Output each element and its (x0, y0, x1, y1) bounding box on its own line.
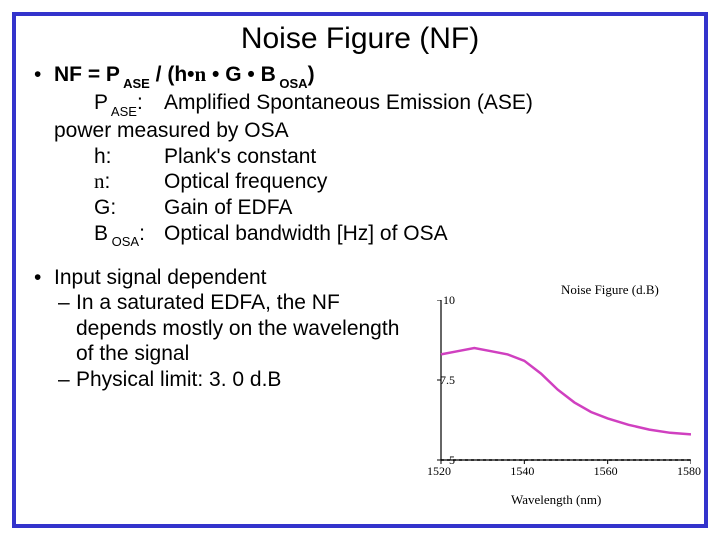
bullet-text: Input signal dependent (54, 265, 267, 291)
dash-text: Physical limit: 3. 0 d.B (76, 367, 281, 393)
ytick-label: 10 (443, 293, 455, 308)
formula-sub: ASE (120, 76, 150, 91)
def-term: n: (94, 169, 164, 195)
def-term: G: (94, 195, 164, 221)
formula-part: NF = P (54, 63, 120, 86)
slide-frame: Noise Figure (NF) • NF = P ASE / (h•n • … (12, 12, 708, 528)
slide-title: Noise Figure (NF) (16, 22, 704, 56)
formula-sub: OSA (276, 76, 308, 91)
def-row: P ASE: Amplified Spontaneous Emission (A… (94, 90, 686, 118)
formula-part: ) (308, 63, 315, 86)
dash-row: – Physical limit: 3. 0 d.B (58, 367, 414, 393)
formula-part: • (187, 63, 194, 86)
nf-chart: Noise Figure (d.B) Wavelength (nm) 57.51… (411, 282, 711, 512)
second-bullet-block: • Input signal dependent – In a saturate… (34, 265, 414, 393)
def-row: n: Optical frequency (94, 169, 686, 195)
def-row: B OSA: Optical bandwidth [Hz] of OSA (94, 221, 686, 249)
formula-text: NF = P ASE / (h•n • G • B OSA) (54, 62, 315, 90)
def-desc: Optical frequency (164, 169, 686, 195)
bullet-input-signal: • Input signal dependent (34, 265, 414, 291)
xtick-label: 1520 (427, 464, 451, 479)
dash-text: In a saturated EDFA, the NF depends most… (76, 290, 414, 367)
xtick-label: 1540 (510, 464, 534, 479)
chart-title: Noise Figure (d.B) (561, 282, 659, 298)
xtick-label: 1560 (594, 464, 618, 479)
dash-mark: – (58, 290, 76, 367)
def-desc: Gain of EDFA (164, 195, 686, 221)
formula-part: • G • B (206, 63, 276, 86)
definitions: P ASE: Amplified Spontaneous Emission (A… (34, 90, 686, 118)
def-row: G: Gain of EDFA (94, 195, 686, 221)
def-continuation: power measured by OSA (34, 118, 686, 144)
def-term: B OSA: (94, 221, 164, 249)
bullet-mark: • (34, 265, 54, 291)
dash-row: – In a saturated EDFA, the NF depends mo… (58, 290, 414, 367)
dash-list: – In a saturated EDFA, the NF depends mo… (34, 290, 414, 392)
def-row: h: Plank's constant (94, 144, 686, 170)
formula-part: / (h (150, 63, 187, 86)
ytick-label: 7.5 (440, 373, 455, 388)
def-desc: Plank's constant (164, 144, 686, 170)
def-desc: Optical bandwidth [Hz] of OSA (164, 221, 686, 249)
bullet-formula: • NF = P ASE / (h•n • G • B OSA) (34, 62, 686, 90)
chart-xlabel: Wavelength (nm) (511, 492, 601, 508)
def-desc: Amplified Spontaneous Emission (ASE) (164, 90, 686, 118)
def-term: h: (94, 144, 164, 170)
definitions: h: Plank's constant n: Optical frequency… (34, 144, 686, 249)
formula-nu: n (195, 62, 207, 86)
xtick-label: 1580 (677, 464, 701, 479)
dash-mark: – (58, 367, 76, 393)
def-term: P ASE: (94, 90, 164, 118)
bullet-mark: • (34, 62, 54, 90)
